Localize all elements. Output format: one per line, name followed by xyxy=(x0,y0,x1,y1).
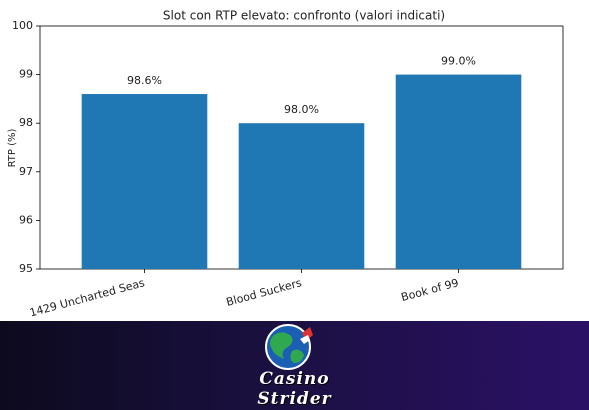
chart-title: Slot con RTP elevato: confronto (valori … xyxy=(163,9,445,23)
y-tick-label: 95 xyxy=(19,262,33,275)
bar xyxy=(81,94,208,269)
value-label: 98.6% xyxy=(127,74,162,87)
y-tick-label: 99 xyxy=(19,68,33,81)
bar xyxy=(238,123,365,269)
y-tick-label: 97 xyxy=(19,165,33,178)
brand-line: Strider xyxy=(257,389,332,409)
footer: Casino Strider xyxy=(0,321,589,410)
y-tick-label: 100 xyxy=(12,19,33,32)
y-tick-label: 96 xyxy=(19,213,33,226)
chart: Slot con RTP elevato: confronto (valori … xyxy=(7,8,564,320)
y-axis-label: RTP (%) xyxy=(7,128,18,167)
logo xyxy=(265,324,313,370)
bar xyxy=(395,74,522,269)
y-tick-label: 98 xyxy=(19,116,33,129)
value-label: 98.0% xyxy=(284,103,319,116)
value-label: 99.0% xyxy=(441,55,476,68)
brand-line: Casino xyxy=(259,369,330,389)
